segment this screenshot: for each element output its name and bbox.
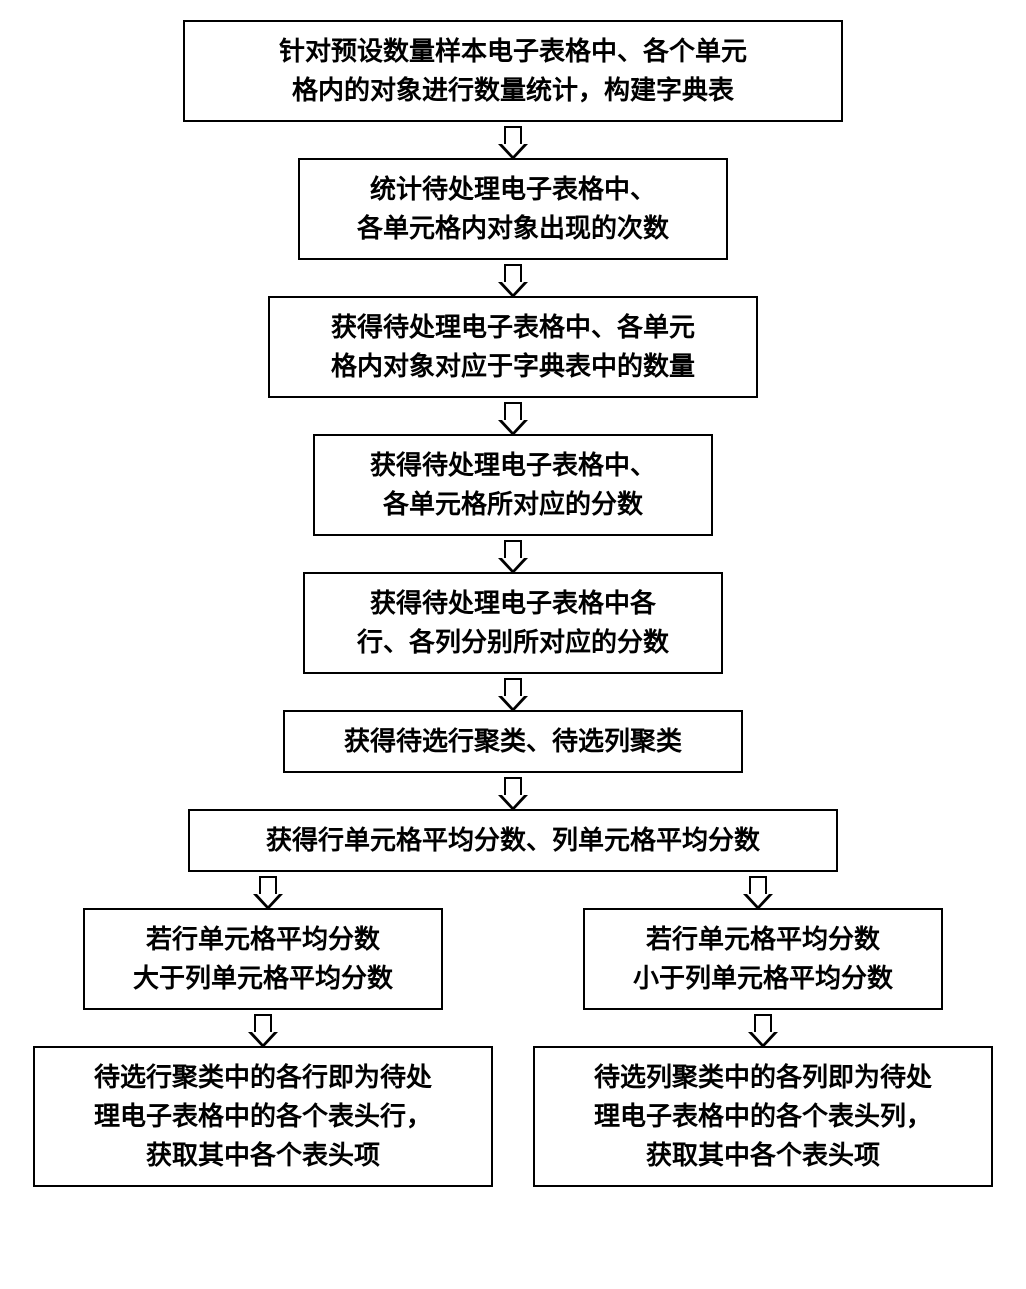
split-arrows-7-8 — [23, 872, 1003, 908]
node-5: 获得待处理电子表格中各 行、各列分别所对应的分数 — [303, 572, 723, 674]
node-8a-line2: 大于列单元格平均分数 — [133, 964, 393, 993]
node-4-line2: 各单元格所对应的分数 — [383, 490, 643, 519]
node-9b-line2: 理电子表格中的各个表头列， — [594, 1102, 932, 1131]
node-8a-line1: 若行单元格平均分数 — [146, 925, 380, 954]
node-4: 获得待处理电子表格中、 各单元格所对应的分数 — [313, 434, 713, 536]
node-9a-line3: 获取其中各个表头项 — [146, 1141, 380, 1170]
col-left: 若行单元格平均分数 大于列单元格平均分数 待选行聚类中的各行即为待处 理电子表格… — [23, 908, 503, 1187]
node-8b-line1: 若行单元格平均分数 — [646, 925, 880, 954]
node-7: 获得行单元格平均分数、列单元格平均分数 — [188, 809, 838, 872]
node-3-line2: 格内对象对应于字典表中的数量 — [331, 352, 695, 381]
node-5-line2: 行、各列分别所对应的分数 — [357, 628, 669, 657]
node-8a: 若行单元格平均分数 大于列单元格平均分数 — [83, 908, 443, 1010]
node-4-line1: 获得待处理电子表格中、 — [370, 451, 656, 480]
node-2: 统计待处理电子表格中、 各单元格内对象出现的次数 — [298, 158, 728, 260]
node-9a-line1: 待选行聚类中的各行即为待处 — [94, 1063, 432, 1092]
node-1-line1: 针对预设数量样本电子表格中、各个单元 — [279, 37, 747, 66]
node-9b-line1: 待选列聚类中的各列即为待处 — [594, 1063, 932, 1092]
node-3-line1: 获得待处理电子表格中、各单元 — [331, 313, 695, 342]
node-3: 获得待处理电子表格中、各单元 格内对象对应于字典表中的数量 — [268, 296, 758, 398]
node-5-line1: 获得待处理电子表格中各 — [370, 589, 656, 618]
node-7-text: 获得行单元格平均分数、列单元格平均分数 — [266, 826, 760, 855]
node-1: 针对预设数量样本电子表格中、各个单元 格内的对象进行数量统计，构建字典表 — [183, 20, 843, 122]
node-8b-line2: 小于列单元格平均分数 — [633, 964, 893, 993]
node-6: 获得待选行聚类、待选列聚类 — [283, 710, 743, 773]
node-2-line1: 统计待处理电子表格中、 — [370, 175, 656, 204]
node-2-line2: 各单元格内对象出现的次数 — [357, 214, 669, 243]
col-right: 若行单元格平均分数 小于列单元格平均分数 待选列聚类中的各列即为待处 理电子表格… — [523, 908, 1003, 1187]
node-9b-line3: 获取其中各个表头项 — [646, 1141, 880, 1170]
arrow-7-8a — [23, 872, 513, 908]
node-8b: 若行单元格平均分数 小于列单元格平均分数 — [583, 908, 943, 1010]
node-9b: 待选列聚类中的各列即为待处 理电子表格中的各个表头列， 获取其中各个表头项 — [533, 1046, 993, 1187]
flowchart-container: 针对预设数量样本电子表格中、各个单元 格内的对象进行数量统计，构建字典表 统计待… — [23, 20, 1003, 1187]
node-9a: 待选行聚类中的各行即为待处 理电子表格中的各个表头行， 获取其中各个表头项 — [33, 1046, 493, 1187]
arrow-7-8b — [513, 872, 1003, 908]
node-6-text: 获得待选行聚类、待选列聚类 — [344, 727, 682, 756]
node-9a-line2: 理电子表格中的各个表头行， — [94, 1102, 432, 1131]
node-1-line2: 格内的对象进行数量统计，构建字典表 — [292, 76, 734, 105]
row-8: 若行单元格平均分数 大于列单元格平均分数 待选行聚类中的各行即为待处 理电子表格… — [23, 908, 1003, 1187]
